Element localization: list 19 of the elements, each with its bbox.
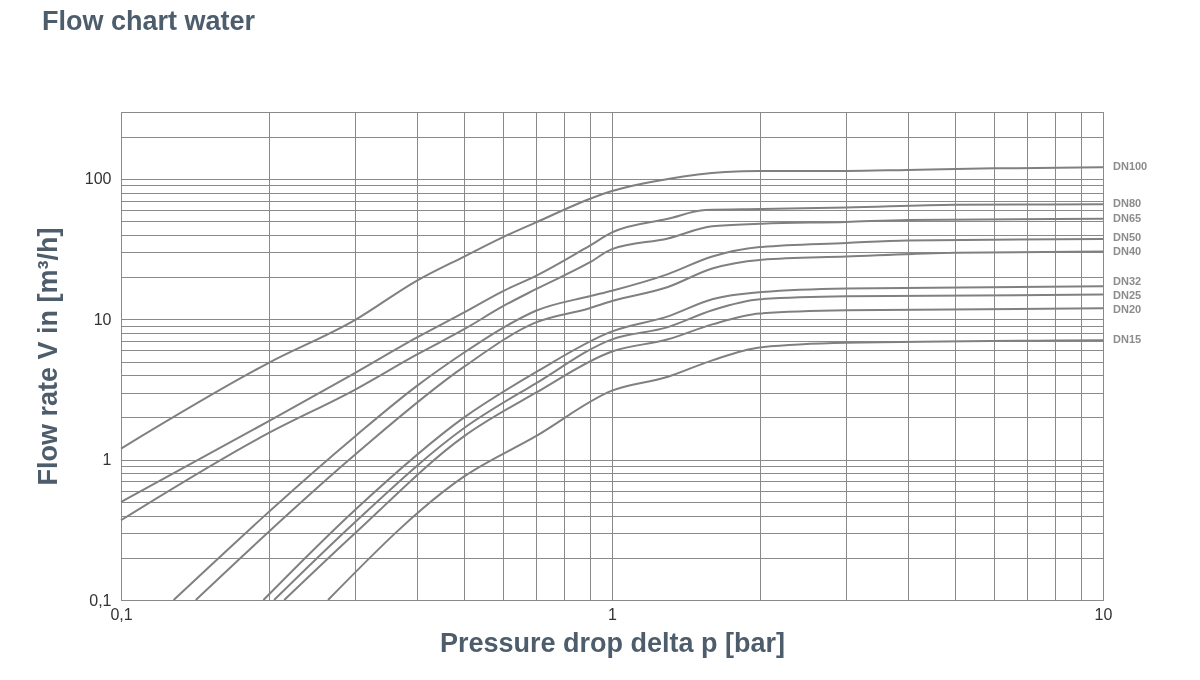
series-label: DN65: [1113, 211, 1142, 224]
x-tick-label: 10: [1094, 605, 1113, 623]
y-tick-label: 1: [102, 451, 112, 469]
y-tick-label: 10: [93, 310, 112, 328]
series-label: DN50: [1113, 231, 1142, 244]
series-label: DN40: [1113, 245, 1142, 258]
series-label: DN15: [1113, 333, 1142, 346]
x-axis-title: Pressure drop delta p [bar]: [439, 627, 786, 658]
x-tick-label: 0,1: [110, 605, 133, 623]
y-tick-label: 0,1: [89, 591, 112, 609]
y-tick-label: 100: [84, 170, 112, 188]
series-label: DN20: [1113, 303, 1142, 316]
series-label: DN25: [1113, 289, 1142, 302]
chart-title: Flow chart water: [42, 6, 256, 36]
y-axis-title: Flow rate V in [m³/h]: [32, 227, 63, 486]
series-label: DN100: [1113, 160, 1148, 173]
x-tick-label: 1: [608, 605, 618, 623]
series-label: DN80: [1113, 197, 1142, 210]
series-label: DN32: [1113, 275, 1142, 288]
